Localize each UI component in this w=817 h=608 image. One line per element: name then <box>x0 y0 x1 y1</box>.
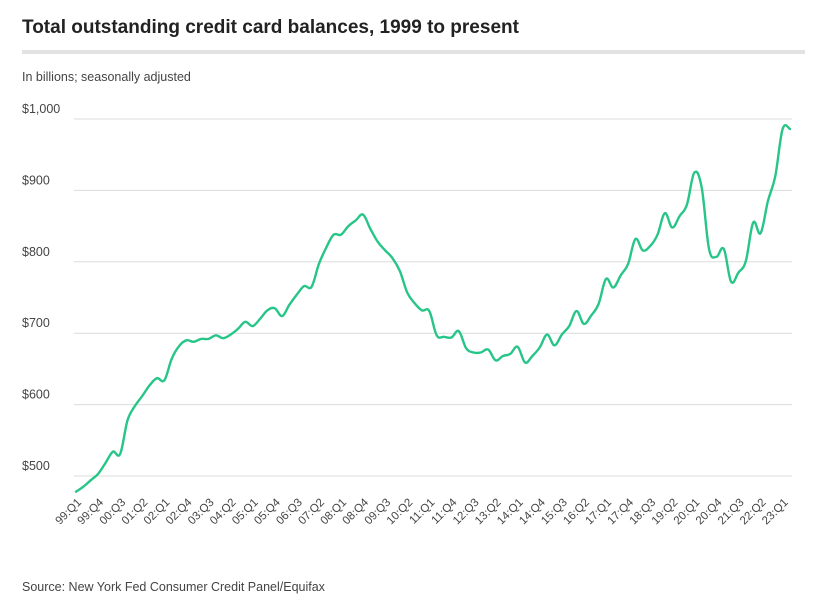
source-note: Source: New York Fed Consumer Credit Pan… <box>22 580 325 594</box>
series-layer <box>74 124 792 493</box>
y-tick-label: $1,000 <box>22 102 60 116</box>
y-tick-label: $900 <box>22 173 50 187</box>
series-line-credit-card-balances <box>74 124 792 493</box>
y-tick-label: $700 <box>22 316 50 330</box>
title-divider <box>22 50 805 54</box>
chart-title: Total outstanding credit card balances, … <box>22 17 519 38</box>
y-tick-label: $600 <box>22 388 50 402</box>
y-tick-label: $500 <box>22 459 50 473</box>
y-tick-label: $800 <box>22 245 50 259</box>
x-axis-ticks: 99:Q199:Q400:Q301:Q202:Q102:Q403:Q304:Q2… <box>53 496 790 527</box>
y-axis-ticks: $500 $600 $700 $800 $900 $1,000 <box>22 102 60 473</box>
chart-subtitle: In billions; seasonally adjusted <box>22 70 191 84</box>
gridlines <box>74 118 792 477</box>
